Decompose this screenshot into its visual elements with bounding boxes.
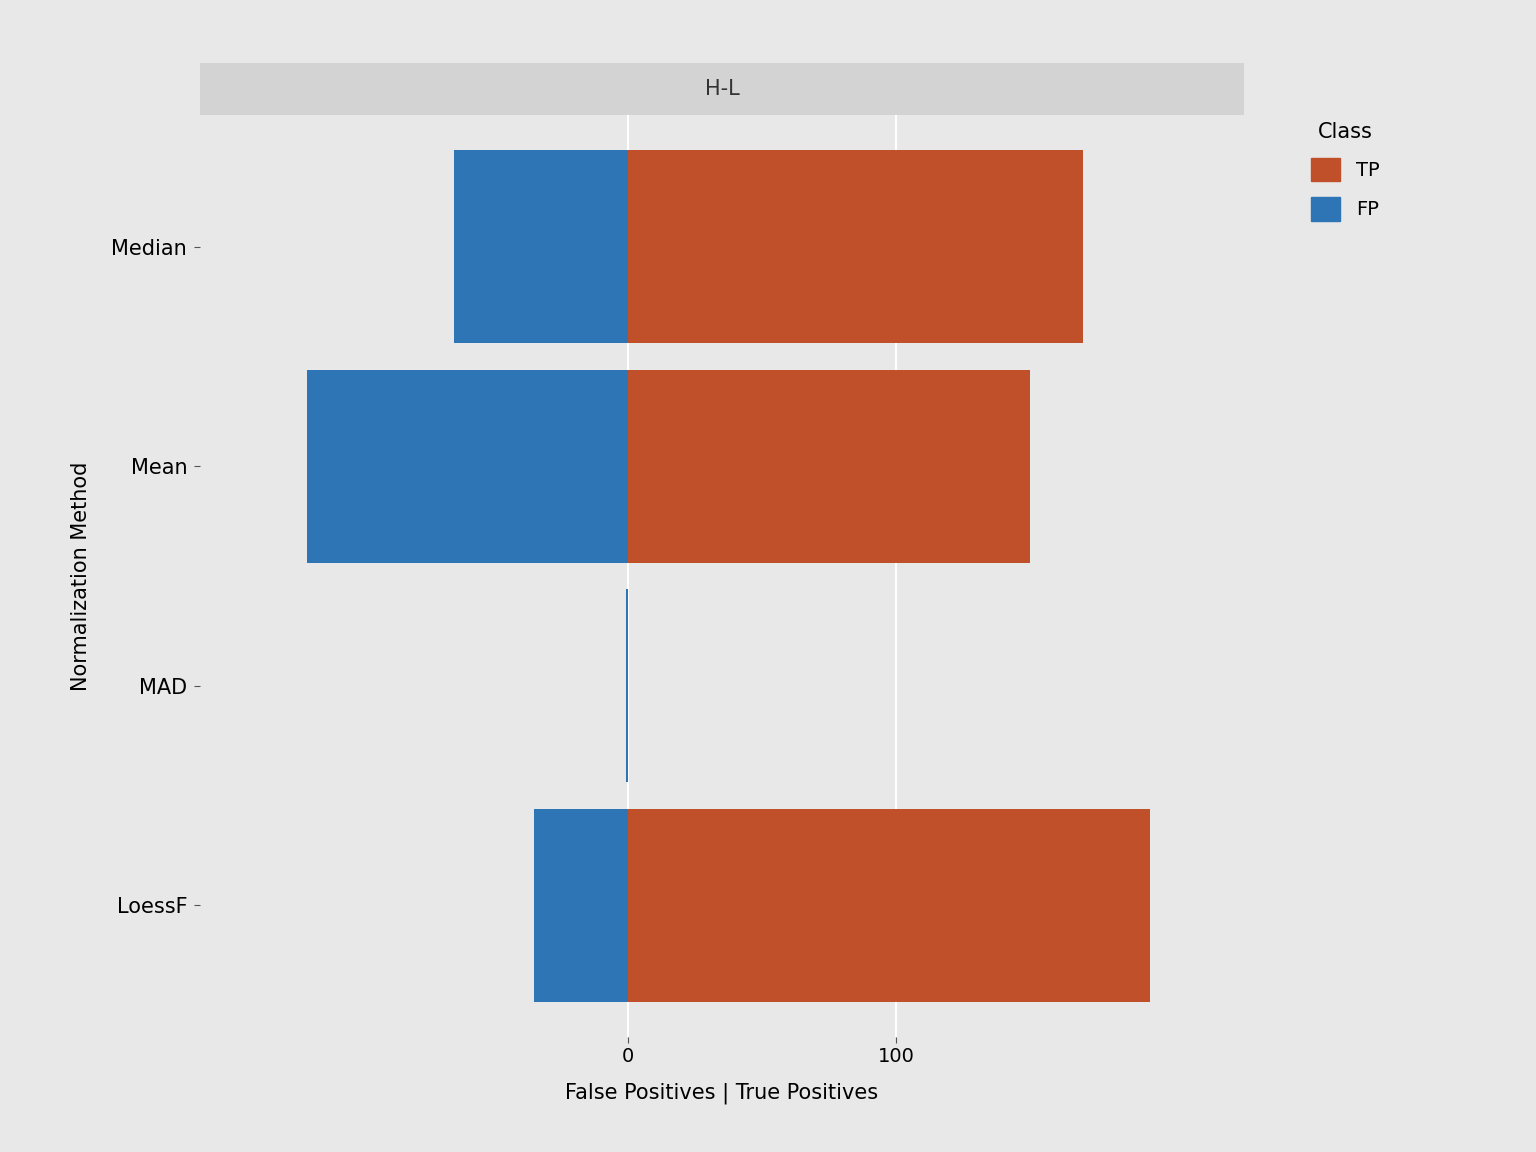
X-axis label: False Positives | True Positives: False Positives | True Positives <box>565 1083 879 1105</box>
Bar <box>307 370 628 563</box>
Bar <box>625 589 628 782</box>
Bar <box>628 809 1150 1002</box>
Bar <box>628 370 1031 563</box>
Bar <box>628 150 1083 343</box>
Y-axis label: Normalization Method: Normalization Method <box>71 461 91 691</box>
Bar <box>535 809 628 1002</box>
Bar <box>455 150 628 343</box>
Legend: TP, FP: TP, FP <box>1296 106 1395 236</box>
Text: H-L: H-L <box>705 79 739 99</box>
